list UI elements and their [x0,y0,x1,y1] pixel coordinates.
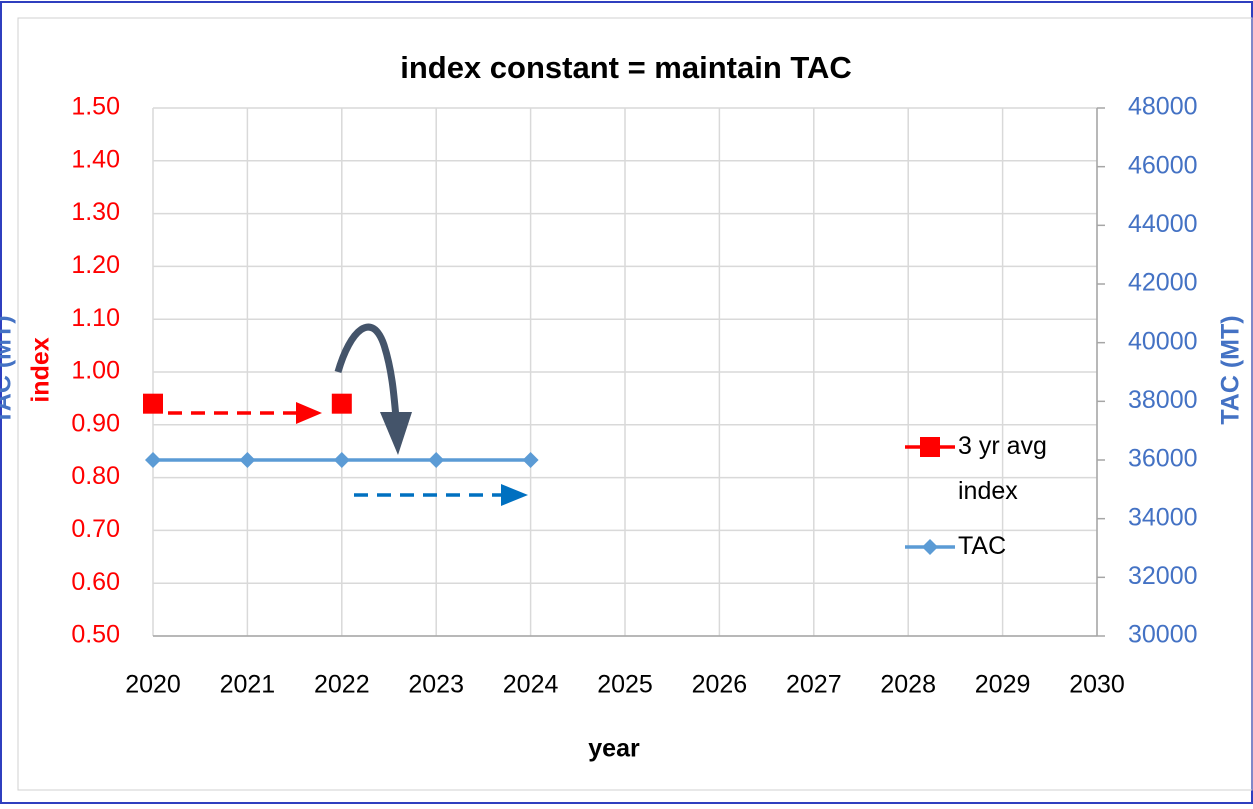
arrow-head [501,484,528,506]
x-tick-label: 2024 [503,671,559,699]
x-axis-label: year [588,735,640,763]
y2-axis-label-clipped: TAC (MT) [0,315,17,424]
y2-tick-label: 40000 [1128,327,1198,355]
legend-marker [920,437,940,457]
arrow-curved [334,323,400,419]
x-tick-label: 2029 [975,671,1031,699]
plot: 0.50 0.60 0.70 0.80 0.90 1.00 1.10 1.20 1.30 1.40… [71,93,1197,699]
data-point [239,452,256,468]
y2-tick-label: 30000 [1128,621,1198,649]
legend-label: 3 yr avg index [958,432,1047,505]
x-tick-label: 2022 [314,671,370,699]
legend-label: TAC [958,532,1007,560]
x-tick-label: 2027 [786,671,842,699]
y2-tick-label: 48000 [1128,93,1198,121]
y-tick-label: 0.80 [71,462,120,490]
y-tick-label: 0.70 [71,515,120,543]
x-tick-label: 2023 [408,671,464,699]
y2-tick-label: 36000 [1128,445,1198,473]
data-point [145,452,161,468]
y2-tick-label: 46000 [1128,151,1198,179]
x-tick-label: 2020 [125,671,181,699]
chart-title: index constant = maintain TAC [400,50,852,85]
legend-marker [922,539,938,555]
data-point [331,393,352,414]
data-point [143,393,163,414]
x-tick-label: 2021 [220,671,276,699]
x-tick-label: 2030 [1069,671,1125,699]
y-tick-label: 1.00 [71,357,120,385]
data-point [333,452,350,468]
y-tick-label: 1.10 [71,304,120,332]
legend-entry: TAC [958,532,1007,560]
annotations [168,323,528,506]
y-tick-label: 0.60 [71,568,120,596]
y2-tick-label: 32000 [1128,562,1198,590]
y-tick-label: 1.50 [71,93,120,121]
data-point [522,452,539,468]
y2-tick-label: 38000 [1128,386,1198,414]
x-tick-label: 2025 [597,671,653,699]
x-tick-label: 2026 [692,671,748,699]
y-tick-label: 1.40 [71,145,120,173]
y2-tick-label: 42000 [1128,269,1198,297]
y-tick-label: 0.90 [71,409,120,437]
y2-tick-label: 44000 [1128,210,1198,238]
y-tick-label: 0.50 [71,621,120,649]
arrow-head [296,402,322,424]
y2-tick-label: 34000 [1128,503,1198,531]
y-tick-label: 1.30 [71,198,120,226]
x-tick-label: 2028 [880,671,936,699]
chart-area [17,17,1253,791]
arrow-head [380,412,412,455]
data-point [428,452,445,468]
y2-axis-label: TAC (MT) [1217,315,1245,424]
y-axis-label: index [27,337,55,402]
y-tick-label: 1.20 [71,251,120,279]
legend-entry: 3 yr avg index [958,432,1047,505]
